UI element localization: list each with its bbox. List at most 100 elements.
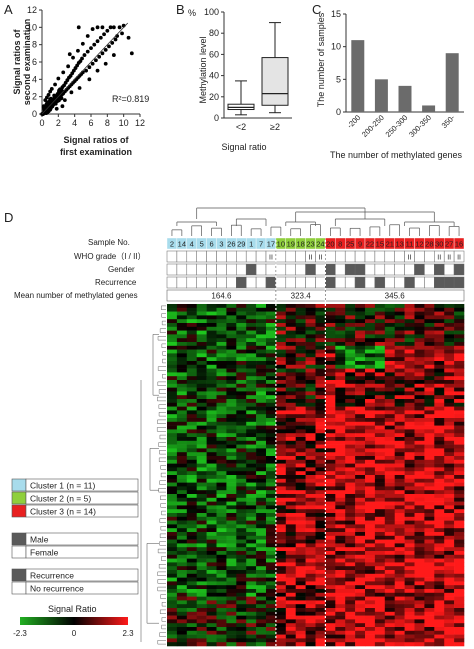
heatmap-cell xyxy=(404,551,415,556)
heatmap-cell xyxy=(226,547,237,552)
heatmap-cell xyxy=(345,368,356,373)
heatmap-cell xyxy=(374,326,386,331)
heatmap-cell xyxy=(315,634,326,639)
heatmap-cell xyxy=(365,623,376,628)
recurrence-cell xyxy=(216,276,227,289)
heatmap-cell xyxy=(444,395,455,400)
heatmap-cell xyxy=(414,482,425,487)
heatmap-cell xyxy=(384,494,395,499)
heatmap-cell xyxy=(236,577,247,582)
heatmap-cell xyxy=(434,604,445,609)
who-grade-cell xyxy=(206,250,217,263)
heatmap-cell xyxy=(384,535,395,540)
heatmap-cell xyxy=(186,372,197,377)
heatmap-cell xyxy=(394,437,405,442)
heatmap-cell xyxy=(295,414,306,419)
legend-label-male: Male xyxy=(30,535,49,545)
heatmap-cell xyxy=(226,421,237,426)
heatmap-cell xyxy=(176,604,188,609)
heatmap-cell xyxy=(226,364,237,369)
heatmap-cell xyxy=(216,342,227,347)
heatmap-cell xyxy=(216,399,227,404)
heatmap-cell xyxy=(266,323,277,328)
heatmap-cell xyxy=(374,361,386,366)
heatmap-cell xyxy=(216,471,227,476)
heatmap-cell xyxy=(246,566,257,571)
heatmap-cell xyxy=(305,638,316,643)
heatmap-cell xyxy=(404,570,415,575)
heatmap-cell xyxy=(246,532,257,537)
heatmap-cell xyxy=(424,551,435,556)
heatmap-cell xyxy=(394,463,405,468)
heatmap-cell xyxy=(246,471,257,476)
heatmap-cell xyxy=(275,482,287,487)
heatmap-cell xyxy=(176,444,188,449)
heatmap-cell xyxy=(216,448,227,453)
heatmap-cell xyxy=(444,429,455,434)
sample-number: 28 xyxy=(425,240,433,249)
boxplot-xlabel: Signal ratio xyxy=(221,142,266,152)
heatmap-cell xyxy=(305,539,316,544)
heatmap-cell xyxy=(414,478,425,483)
heatmap-cell xyxy=(246,547,257,552)
heatmap-cell xyxy=(206,528,217,533)
heatmap-cell xyxy=(236,596,247,601)
heatmap-cell xyxy=(355,516,366,521)
heatmap-cell xyxy=(384,638,395,643)
heatmap-cell xyxy=(434,524,445,529)
heatmap-cell xyxy=(275,577,287,582)
recurrence-cell xyxy=(305,276,316,289)
heatmap-cell xyxy=(414,497,425,502)
heatmap-cell xyxy=(325,338,336,343)
heatmap-cell xyxy=(285,471,296,476)
heatmap-cell xyxy=(365,501,376,506)
heatmap-cell xyxy=(345,516,356,521)
scatter-point xyxy=(126,35,131,40)
heatmap-cell xyxy=(345,535,356,540)
heatmap-cell xyxy=(266,387,277,392)
heatmap-cell xyxy=(196,475,207,480)
heatmap-cell xyxy=(295,589,306,594)
heatmap-cell xyxy=(355,361,366,366)
heatmap-cell xyxy=(424,361,435,366)
heatmap-cell xyxy=(454,330,465,335)
heatmap-cell xyxy=(424,357,435,362)
heatmap-cell xyxy=(176,562,188,567)
heatmap-cell xyxy=(325,558,336,563)
heatmap-cell xyxy=(285,353,296,358)
heatmap-cell xyxy=(374,391,386,396)
heatmap-cell xyxy=(206,634,217,639)
heatmap-cell xyxy=(434,463,445,468)
heatmap-cell xyxy=(444,376,455,381)
heatmap-cell xyxy=(285,440,296,445)
heatmap-cell xyxy=(454,592,465,597)
heatmap-cell xyxy=(345,547,356,552)
heatmap-cell xyxy=(434,342,445,347)
heatmap-cell xyxy=(454,304,465,309)
heatmap-cell xyxy=(414,380,425,385)
heatmap-cell xyxy=(365,516,376,521)
heatmap-cell xyxy=(176,311,188,316)
sample-number: 19 xyxy=(287,240,295,249)
heatmap-cell xyxy=(256,570,267,575)
heatmap-cell xyxy=(275,429,287,434)
colorbar-title: Signal Ratio xyxy=(48,604,97,614)
heatmap-cell xyxy=(236,562,247,567)
heatmap-cell xyxy=(404,634,415,639)
heatmap-cell xyxy=(206,573,217,578)
heatmap-cell xyxy=(384,581,395,586)
heatmap-cell xyxy=(374,357,386,362)
heatmap-cell xyxy=(285,551,296,556)
heatmap-cell xyxy=(305,577,316,582)
heatmap-cell xyxy=(285,342,296,347)
heatmap-cell xyxy=(216,642,227,647)
heatmap-cell xyxy=(167,440,178,445)
heatmap-cell xyxy=(216,330,227,335)
heatmap-cell xyxy=(454,490,465,495)
heatmap-cell xyxy=(246,513,257,518)
heatmap-cell xyxy=(246,338,257,343)
gender-cell xyxy=(245,263,257,276)
heatmap-cell xyxy=(315,623,326,628)
heatmap-cell xyxy=(186,391,197,396)
heatmap-cell xyxy=(315,581,326,586)
